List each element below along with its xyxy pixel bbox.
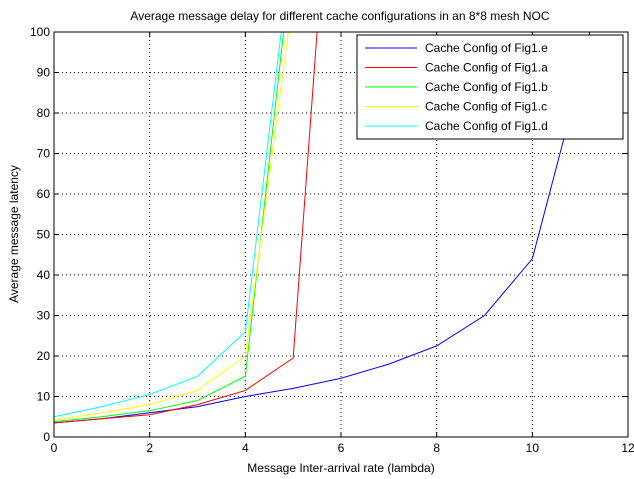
x-tick-label: 10 <box>526 441 540 455</box>
legend-entry: Cache Config of Fig1.b <box>425 80 548 94</box>
y-tick-label: 90 <box>37 66 51 80</box>
legend-entry: Cache Config of Fig1.e <box>425 41 548 55</box>
x-tick-label: 0 <box>51 441 58 455</box>
y-tick-label: 60 <box>37 187 51 201</box>
legend-entry: Cache Config of Fig1.c <box>425 100 547 114</box>
y-tick-label: 40 <box>37 268 51 282</box>
ticks: 0 2 4 6 8 10 12 0 10 20 30 40 50 60 70 80 90 100 <box>30 25 634 455</box>
x-tick-label: 2 <box>146 441 153 455</box>
legend-entry: Cache Config of Fig1.a <box>425 61 548 75</box>
series-line-4 <box>54 32 289 421</box>
y-tick-label: 70 <box>37 147 51 161</box>
x-tick-label: 12 <box>621 441 634 455</box>
y-tick-label: 50 <box>37 228 51 242</box>
series-group <box>54 32 591 424</box>
x-axis-label: Message Inter-arrival rate (lambda) <box>247 461 434 475</box>
x-tick-label: 6 <box>338 441 345 455</box>
y-tick-label: 0 <box>43 430 50 444</box>
series-line-3 <box>54 32 285 423</box>
y-tick-label: 100 <box>30 25 50 39</box>
legend: Cache Config of Fig1.e Cache Config of Fi… <box>356 34 624 140</box>
y-tick-label: 20 <box>37 349 51 363</box>
x-tick-label: 4 <box>242 441 249 455</box>
chart-title: Average message delay for different cach… <box>130 9 549 23</box>
y-axis-label: Average message latency <box>7 165 21 303</box>
y-tick-label: 80 <box>37 106 51 120</box>
y-tick-label: 30 <box>37 309 51 323</box>
x-tick-label: 8 <box>433 441 440 455</box>
series-line-1 <box>54 32 591 424</box>
series-line-2 <box>54 32 318 424</box>
y-tick-label: 10 <box>37 390 51 404</box>
legend-entry: Cache Config of Fig1.d <box>425 119 548 133</box>
series-line-5 <box>54 32 282 418</box>
